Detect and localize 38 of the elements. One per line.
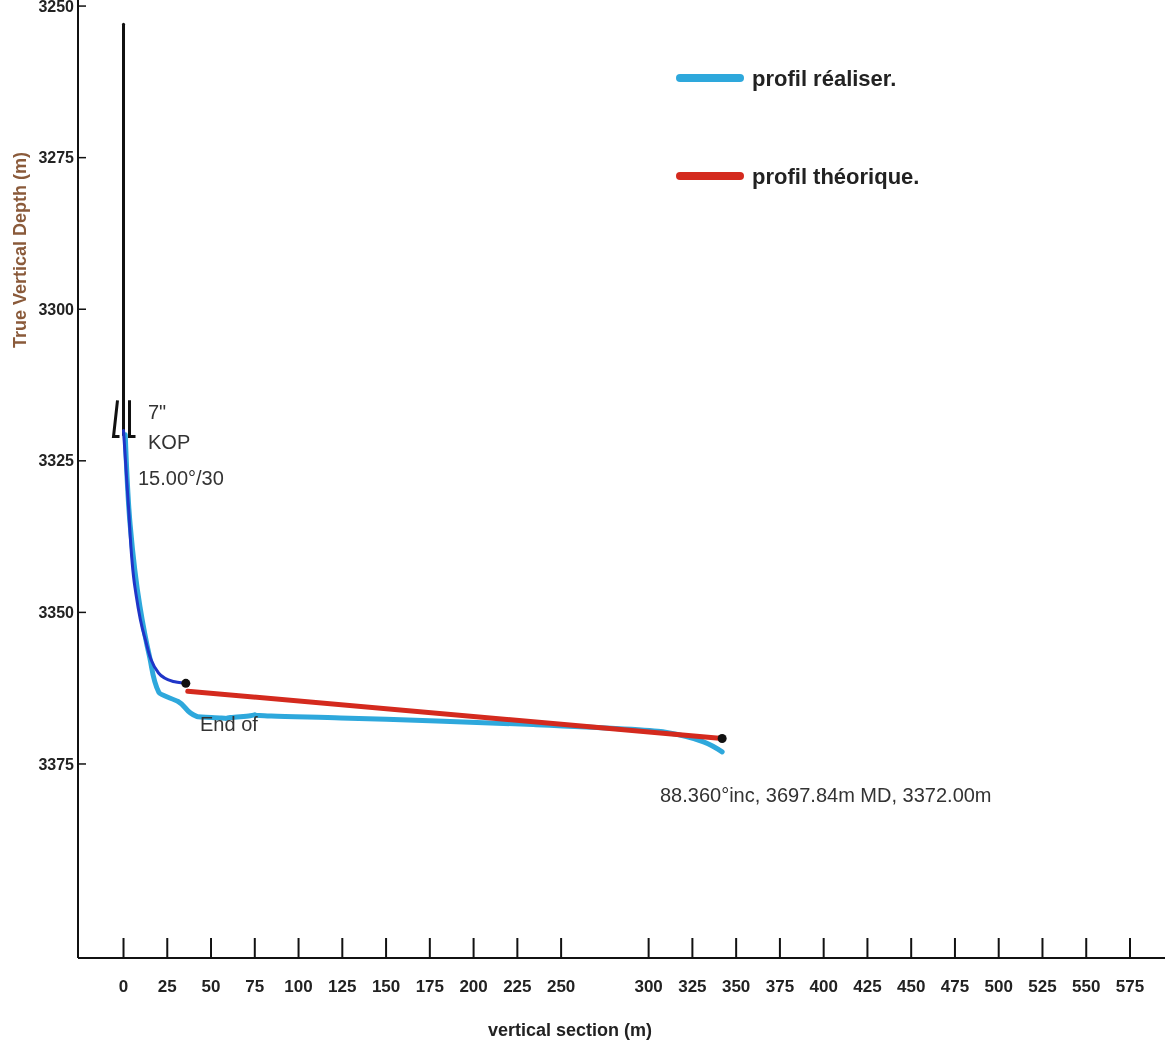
annotation: End of (200, 713, 259, 735)
x-tick-label: 0 (118, 977, 129, 996)
x-tick-label: 325 (678, 977, 707, 996)
x-tick-label: 175 (415, 977, 445, 996)
x-tick-label: 500 (984, 977, 1013, 996)
x-tick-label: 400 (809, 977, 838, 996)
x-tick-label: 300 (634, 977, 663, 996)
x-tick-label: 150 (371, 977, 401, 996)
x-tick-label: 125 (328, 977, 357, 996)
x-tick-label: 250 (546, 977, 576, 996)
x-tick-label: 450 (897, 977, 926, 996)
y-tick-label: 3350 (38, 603, 75, 621)
x-tick-label: 425 (853, 977, 882, 996)
x-tick-label: 100 (284, 977, 313, 996)
annotation: 88.360°inc, 3697.84m MD, 3372.00m (660, 784, 992, 806)
x-tick-label: 550 (1072, 977, 1101, 996)
x-tick-label: 350 (721, 977, 751, 996)
x-tick-label: 50 (201, 977, 221, 996)
y-tick-label: 3250 (38, 0, 75, 15)
x-tick-label: 375 (765, 977, 795, 996)
legend-label: profil théorique. (752, 163, 920, 189)
x-tick-label: 75 (245, 977, 265, 996)
annotation: 15.00°/30 (138, 467, 224, 489)
x-axis-title: vertical section (m) (487, 1020, 653, 1040)
y-tick-label: 3325 (38, 452, 75, 470)
annotation: 7" (148, 401, 167, 423)
x-tick-label: 575 (1115, 977, 1145, 996)
y-tick-label: 3275 (38, 149, 75, 167)
x-tick-label: 200 (459, 977, 488, 996)
x-tick-label: 225 (503, 977, 532, 996)
x-tick-label: 525 (1028, 977, 1057, 996)
y-tick-label: 3300 (38, 300, 75, 318)
annotation: KOP (148, 431, 191, 453)
y-axis-title: True Vertical Depth (m) (10, 151, 30, 349)
x-tick-label: 25 (157, 977, 177, 996)
x-tick-label: 475 (940, 977, 970, 996)
y-tick-label: 3375 (38, 755, 75, 773)
legend-label: profil réaliser. (752, 65, 897, 91)
